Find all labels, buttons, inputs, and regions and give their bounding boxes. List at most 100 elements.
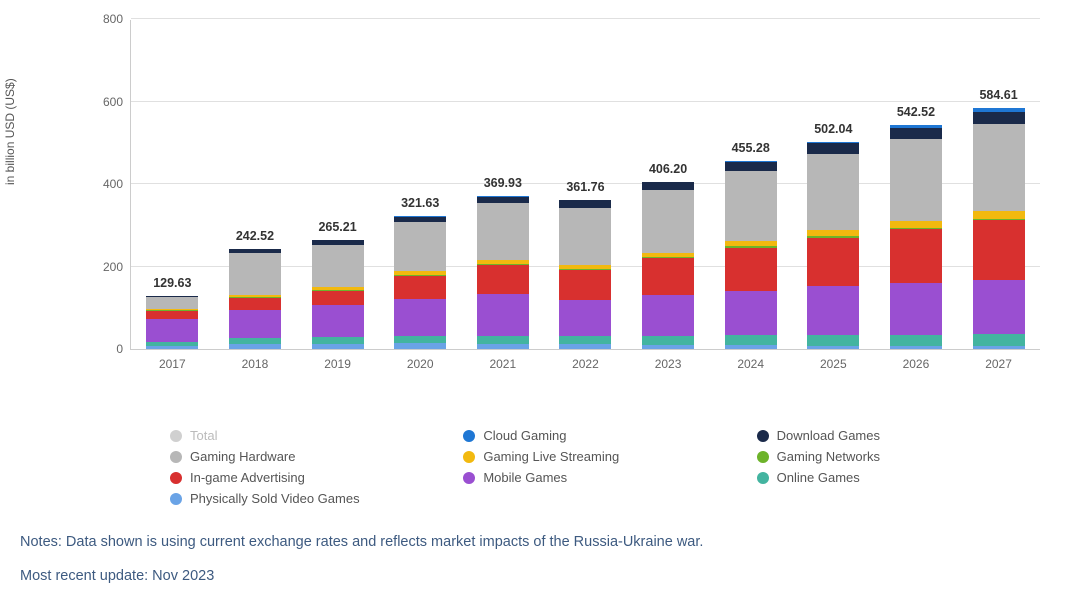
bar-group[interactable]: 361.762022	[559, 200, 611, 349]
bar-segment-in_game_advertising[interactable]	[229, 298, 281, 310]
bar-segment-download_games[interactable]	[559, 200, 611, 207]
bar-segment-gaming_hardware[interactable]	[642, 190, 694, 253]
legend-item-download_games[interactable]: Download Games	[757, 428, 1040, 443]
bar-segment-mobile_games[interactable]	[559, 300, 611, 336]
bar-segment-physically_sold[interactable]	[890, 346, 942, 349]
bar-segment-physically_sold[interactable]	[394, 343, 446, 349]
bar-segment-physically_sold[interactable]	[642, 345, 694, 349]
bar-group[interactable]: 455.282024	[725, 161, 777, 349]
bar-segment-in_game_advertising[interactable]	[973, 220, 1025, 280]
bar-group[interactable]: 369.932021	[477, 196, 529, 349]
legend-label: Gaming Networks	[777, 449, 880, 464]
bar-segment-online_games[interactable]	[559, 336, 611, 344]
bar-segment-in_game_advertising[interactable]	[642, 258, 694, 295]
y-tick: 0	[116, 342, 123, 356]
bar-segment-gaming_hardware[interactable]	[973, 124, 1025, 211]
bar-segment-online_games[interactable]	[890, 335, 942, 347]
bar-segment-in_game_advertising[interactable]	[477, 265, 529, 294]
bar-segment-in_game_advertising[interactable]	[807, 238, 859, 287]
bar-segment-mobile_games[interactable]	[973, 280, 1025, 334]
plot-area: 0200400600800 129.632017242.522018265.21…	[130, 20, 1040, 350]
bar-segment-gaming_hardware[interactable]	[890, 139, 942, 221]
bar-segment-download_games[interactable]	[642, 182, 694, 190]
bar-segment-online_games[interactable]	[973, 334, 1025, 346]
bar-segment-in_game_advertising[interactable]	[312, 291, 364, 305]
bar-segment-physically_sold[interactable]	[973, 346, 1025, 349]
bar-segment-gaming_live_streaming[interactable]	[973, 211, 1025, 219]
bar-segment-mobile_games[interactable]	[642, 295, 694, 335]
bar-segment-in_game_advertising[interactable]	[725, 248, 777, 291]
bar-segment-physically_sold[interactable]	[477, 344, 529, 349]
legend-item-in_game_advertising[interactable]: In-game Advertising	[170, 470, 453, 485]
bar-total-label: 361.76	[566, 180, 604, 194]
bar-segment-in_game_advertising[interactable]	[394, 276, 446, 299]
bar-segment-online_games[interactable]	[642, 336, 694, 345]
bar-group[interactable]: 542.522026	[890, 125, 942, 349]
bar-segment-online_games[interactable]	[312, 337, 364, 344]
legend-label: Physically Sold Video Games	[190, 491, 360, 506]
bar-segment-physically_sold[interactable]	[312, 344, 364, 349]
bar-segment-download_games[interactable]	[807, 143, 859, 153]
legend-swatch-icon	[170, 493, 182, 505]
bar-segment-in_game_advertising[interactable]	[890, 229, 942, 283]
bar-segment-physically_sold[interactable]	[146, 346, 198, 349]
bar-group[interactable]: 584.612027	[973, 108, 1025, 349]
bar-segment-mobile_games[interactable]	[229, 310, 281, 338]
legend-label: Gaming Live Streaming	[483, 449, 619, 464]
bar-total-label: 542.52	[897, 105, 935, 119]
bar-segment-gaming_hardware[interactable]	[725, 171, 777, 240]
bar-segment-download_games[interactable]	[890, 128, 942, 140]
bar-segment-gaming_live_streaming[interactable]	[807, 230, 859, 237]
legend-swatch-icon	[757, 472, 769, 484]
bar-segment-gaming_hardware[interactable]	[559, 208, 611, 266]
legend-item-physically_sold[interactable]: Physically Sold Video Games	[170, 491, 453, 506]
bar-segment-online_games[interactable]	[725, 335, 777, 345]
bar-segment-online_games[interactable]	[807, 335, 859, 346]
bar-segment-gaming_hardware[interactable]	[146, 297, 198, 309]
legend-item-cloud_gaming[interactable]: Cloud Gaming	[463, 428, 746, 443]
legend-item-gaming_live_streaming[interactable]: Gaming Live Streaming	[463, 449, 746, 464]
legend-label: Total	[190, 428, 217, 443]
bar-segment-physically_sold[interactable]	[725, 345, 777, 349]
bar-group[interactable]: 406.202023	[642, 182, 694, 350]
bar-group[interactable]: 502.042025	[807, 142, 859, 349]
bar-segment-mobile_games[interactable]	[807, 286, 859, 335]
bar-segment-download_games[interactable]	[725, 162, 777, 171]
x-tick: 2027	[985, 357, 1012, 371]
legend-swatch-icon	[463, 472, 475, 484]
legend-item-gaming_networks[interactable]: Gaming Networks	[757, 449, 1040, 464]
bar-segment-mobile_games[interactable]	[312, 305, 364, 337]
bar-group[interactable]: 242.522018	[229, 249, 281, 349]
y-axis-label: in billion USD (US$)	[3, 78, 17, 185]
bar-segment-gaming_hardware[interactable]	[477, 203, 529, 260]
bar-group[interactable]: 129.632017	[146, 296, 198, 349]
bar-segment-mobile_games[interactable]	[890, 283, 942, 335]
bar-segment-gaming_hardware[interactable]	[229, 253, 281, 294]
legend-item-online_games[interactable]: Online Games	[757, 470, 1040, 485]
footnote-update: Most recent update: Nov 2023	[20, 568, 1057, 584]
bar-segment-in_game_advertising[interactable]	[559, 270, 611, 300]
bar-segment-mobile_games[interactable]	[394, 299, 446, 336]
legend-item-mobile_games[interactable]: Mobile Games	[463, 470, 746, 485]
x-tick: 2018	[242, 357, 269, 371]
bar-segment-physically_sold[interactable]	[559, 344, 611, 349]
bar-segment-online_games[interactable]	[477, 336, 529, 344]
bar-segment-gaming_hardware[interactable]	[394, 222, 446, 272]
bar-segment-mobile_games[interactable]	[725, 291, 777, 336]
bar-group[interactable]: 321.632020	[394, 216, 446, 349]
bar-segment-physically_sold[interactable]	[807, 346, 859, 349]
bar-total-label: 265.21	[318, 220, 356, 234]
bar-segment-in_game_advertising[interactable]	[146, 311, 198, 319]
bar-segment-download_games[interactable]	[973, 112, 1025, 124]
bar-group[interactable]: 265.212019	[312, 240, 364, 349]
bar-segment-gaming_hardware[interactable]	[312, 245, 364, 287]
bar-segment-physically_sold[interactable]	[229, 344, 281, 349]
bar-segment-mobile_games[interactable]	[146, 319, 198, 342]
bar-segment-mobile_games[interactable]	[477, 294, 529, 336]
legend-item-total[interactable]: Total	[170, 428, 453, 443]
bar-segment-gaming_hardware[interactable]	[807, 154, 859, 230]
bar-segment-online_games[interactable]	[394, 336, 446, 343]
bar-total-label: 242.52	[236, 229, 274, 243]
legend-item-gaming_hardware[interactable]: Gaming Hardware	[170, 449, 453, 464]
bar-segment-gaming_live_streaming[interactable]	[890, 221, 942, 228]
